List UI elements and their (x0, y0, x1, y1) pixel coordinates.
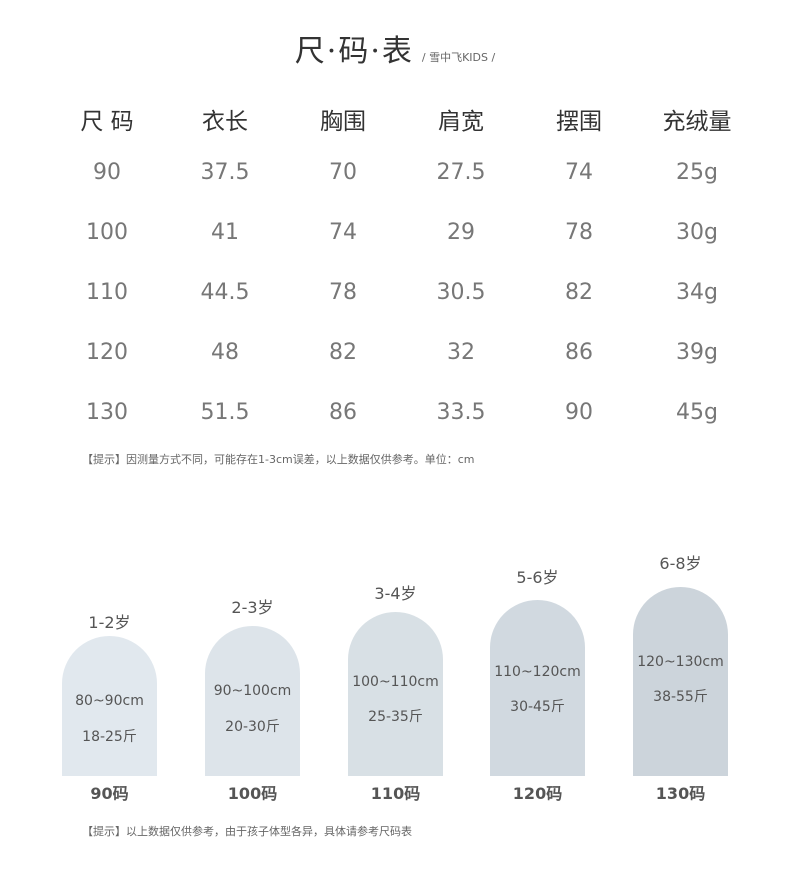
weight-range: 18-25斤 (82, 729, 137, 745)
table-cell: 41 (211, 219, 239, 245)
size-table: 尺 码 衣长 胸围 肩宽 摆围 充绒量 90 37.5 70 27.5 74 2… (48, 96, 756, 442)
table-cell: 44.5 (200, 279, 250, 305)
table-cell: 51.5 (200, 399, 250, 425)
weight-range: 38-55斤 (653, 689, 708, 705)
weight-range: 20-30斤 (225, 719, 280, 735)
size-label: 120码 (512, 784, 563, 803)
reference-note: 【提示】以上数据仅供参考，由于孩子体型各异，具体请参考尺码表 (82, 825, 412, 838)
table-cell: 78 (565, 219, 593, 245)
table-cell: 33.5 (436, 399, 486, 425)
table-cell: 74 (329, 219, 357, 245)
weight-range: 25-35斤 (368, 709, 423, 725)
table-cell: 39g (676, 339, 718, 365)
table-cell: 30g (676, 219, 718, 245)
age-label: 5-6岁 (516, 568, 559, 587)
table-row: 130 51.5 86 33.5 90 45g (48, 382, 756, 442)
header-shoulder: 肩宽 (438, 109, 484, 135)
header-hem: 摆围 (556, 109, 602, 135)
arch-100 (205, 626, 300, 776)
age-label: 3-4岁 (374, 584, 417, 603)
table-cell: 27.5 (436, 159, 486, 185)
table-cell: 86 (565, 339, 593, 365)
table-cell: 74 (565, 159, 593, 185)
header-size: 尺 码 (80, 109, 134, 135)
size-label: 100码 (227, 784, 278, 803)
arch-130 (633, 587, 728, 776)
table-cell: 90 (565, 399, 593, 425)
table-cell: 82 (329, 339, 357, 365)
age-label: 1-2岁 (88, 613, 131, 632)
table-row: 110 44.5 78 30.5 82 34g (48, 262, 756, 322)
header-chest: 胸围 (320, 109, 366, 135)
arch-120 (490, 600, 585, 776)
table-cell: 120 (86, 339, 128, 365)
arch-110 (348, 612, 443, 776)
header-length: 衣长 (202, 109, 248, 135)
page-title: 尺·码·表 (294, 34, 414, 69)
size-label: 130码 (655, 784, 706, 803)
table-cell: 86 (329, 399, 357, 425)
size-label: 90码 (90, 784, 129, 803)
height-range: 110~120cm (494, 664, 581, 680)
table-cell: 37.5 (200, 159, 250, 185)
height-range: 120~130cm (637, 654, 724, 670)
table-cell: 100 (86, 219, 128, 245)
table-cell: 34g (676, 279, 718, 305)
table-cell: 29 (447, 219, 475, 245)
table-cell: 70 (329, 159, 357, 185)
table-row: 90 37.5 70 27.5 74 25g (48, 142, 756, 202)
arch-90 (62, 636, 157, 776)
table-cell: 90 (93, 159, 121, 185)
table-cell: 45g (676, 399, 718, 425)
age-label: 2-3岁 (231, 598, 274, 617)
table-cell: 82 (565, 279, 593, 305)
table-cell: 110 (86, 279, 128, 305)
height-range: 100~110cm (352, 674, 439, 690)
weight-range: 30-45斤 (510, 699, 565, 715)
size-label: 110码 (370, 784, 421, 803)
height-range: 80~90cm (75, 693, 144, 709)
header-fill: 充绒量 (662, 109, 732, 135)
table-cell: 32 (447, 339, 475, 365)
table-cell: 25g (676, 159, 718, 185)
header: 尺·码·表 / 雪中飞KIDS / (0, 26, 790, 70)
height-range: 90~100cm (213, 683, 292, 699)
table-cell: 48 (211, 339, 239, 365)
age-label: 6-8岁 (659, 554, 702, 573)
table-cell: 30.5 (436, 279, 486, 305)
brand-label: / 雪中飞KIDS / (421, 51, 496, 64)
measurement-note: 【提示】因测量方式不同，可能存在1-3cm误差，以上数据仅供参考。单位：cm (82, 453, 475, 466)
table-header-row: 尺 码 衣长 胸围 肩宽 摆围 充绒量 (48, 96, 756, 142)
table-cell: 78 (329, 279, 357, 305)
table-row: 120 48 82 32 86 39g (48, 322, 756, 382)
table-row: 100 41 74 29 78 30g (48, 202, 756, 262)
table-cell: 130 (86, 399, 128, 425)
